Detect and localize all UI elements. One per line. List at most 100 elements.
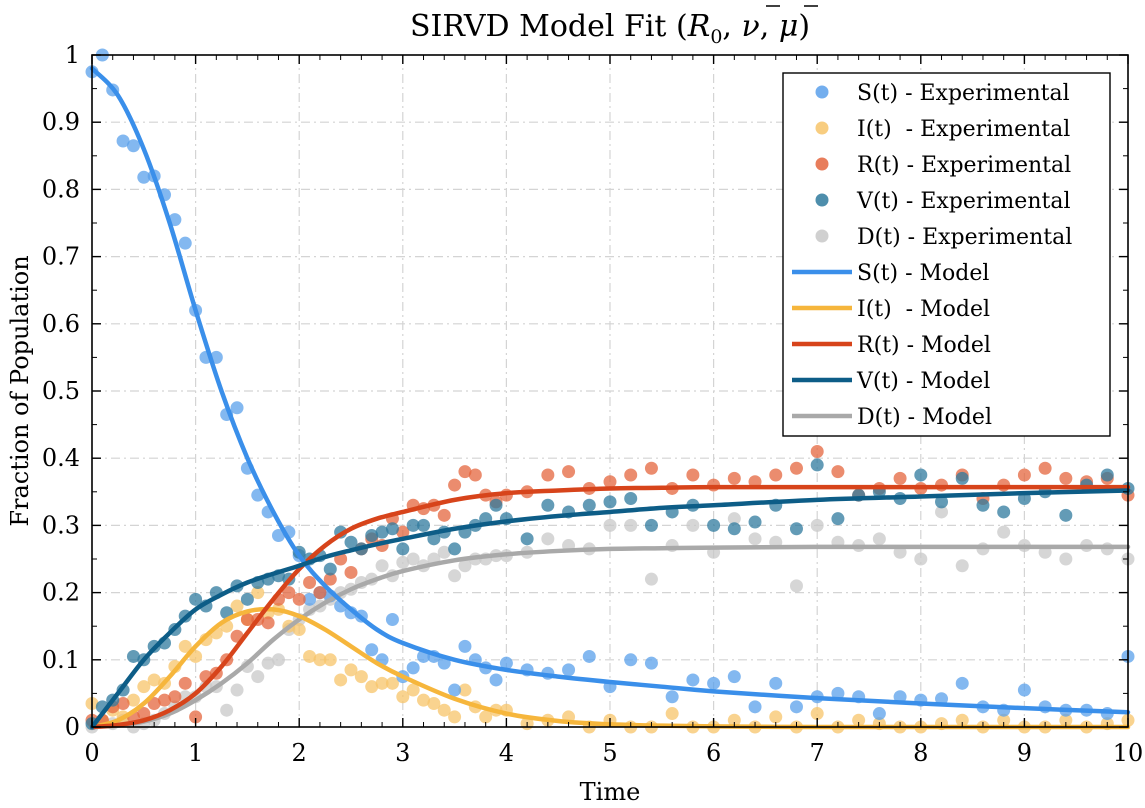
- scatter-point: [354, 670, 368, 684]
- scatter-point: [427, 696, 441, 710]
- scatter-point: [499, 656, 513, 670]
- scatter-point: [562, 465, 576, 479]
- x-tick-label: 10: [1113, 739, 1144, 767]
- scatter-point: [976, 498, 990, 512]
- scatter-point: [427, 532, 441, 546]
- y-tick-label: 0.6: [42, 310, 80, 338]
- scatter-point: [168, 690, 182, 704]
- legend-label: I(t) - Experimental: [857, 117, 1070, 142]
- scatter-point: [313, 586, 327, 600]
- scatter-i-t-experimental: [85, 586, 1135, 734]
- scatter-point: [230, 401, 244, 415]
- x-tick-label: 3: [395, 739, 410, 767]
- scatter-point: [935, 505, 949, 519]
- scatter-point: [458, 683, 472, 697]
- scatter-point: [220, 703, 234, 717]
- scatter-point: [396, 690, 410, 704]
- scatter-point: [603, 475, 617, 489]
- legend-item-i-t-model: I(t) - Model: [792, 297, 990, 322]
- x-tick-label: 1: [188, 739, 203, 767]
- scatter-point: [334, 673, 348, 687]
- x-tick-label: 6: [706, 739, 721, 767]
- scatter-point: [748, 700, 762, 714]
- axis-ticks: 0 1 2 3 4 5 6 7 8 9 10 0 0.1 0.2 0.3 0.4 0.5 0.6 0.7 0.8 0.9…: [42, 41, 1143, 767]
- scatter-point: [437, 545, 451, 559]
- scatter-point: [313, 653, 327, 667]
- scatter-point: [1059, 552, 1073, 566]
- scatter-point: [126, 139, 140, 153]
- scatter-point: [292, 592, 306, 606]
- legend-item-v-t-experimental: V(t) - Experimental: [815, 189, 1070, 214]
- legend-label: V(t) - Model: [856, 369, 990, 394]
- scatter-point: [437, 508, 451, 522]
- scatter-point: [396, 542, 410, 556]
- scatter-point: [582, 498, 596, 512]
- scatter-point: [955, 559, 969, 573]
- scatter-point: [448, 710, 462, 724]
- scatter-point: [644, 656, 658, 670]
- scatter-point: [789, 522, 803, 536]
- legend-label: D(t) - Experimental: [857, 225, 1072, 250]
- scatter-point: [727, 512, 741, 526]
- scatter-point: [644, 572, 658, 586]
- scatter-point: [406, 518, 420, 532]
- scatter-point: [686, 468, 700, 482]
- scatter-point: [417, 518, 431, 532]
- scatter-point: [831, 465, 845, 479]
- y-tick-label: 0.5: [42, 377, 80, 405]
- legend-label: I(t) - Model: [857, 297, 990, 322]
- legend-item-r-t-model: R(t) - Model: [792, 333, 991, 358]
- scatter-point: [935, 495, 949, 509]
- y-tick-label: 0.1: [42, 646, 80, 674]
- scatter-point: [1059, 508, 1073, 522]
- scatter-point: [230, 683, 244, 697]
- scatter-point: [707, 518, 721, 532]
- scatter-point: [126, 649, 140, 663]
- y-tick-label: 0.9: [42, 108, 80, 136]
- scatter-point: [997, 505, 1011, 519]
- line-s-t-model: [89, 66, 1131, 715]
- scatter-point: [385, 612, 399, 626]
- scatter-point: [644, 518, 658, 532]
- scatter-point: [789, 700, 803, 714]
- scatter-point: [769, 468, 783, 482]
- scatter-point: [748, 532, 762, 546]
- scatter-point: [624, 468, 638, 482]
- legend-marker: [815, 229, 829, 243]
- scatter-point: [458, 559, 472, 573]
- scatter-point: [261, 616, 275, 630]
- scatter-point: [344, 565, 358, 579]
- legend-item-r-t-experimental: R(t) - Experimental: [815, 153, 1071, 178]
- scatter-point: [282, 586, 296, 600]
- scatter-point: [261, 656, 275, 670]
- legend-label: S(t) - Experimental: [857, 81, 1070, 106]
- x-axis-label: Time: [580, 778, 641, 806]
- scatter-point: [158, 693, 172, 707]
- scatter-point: [852, 713, 866, 727]
- scatter-point: [644, 461, 658, 475]
- x-tick-label: 2: [292, 739, 307, 767]
- scatter-point: [872, 707, 886, 721]
- scatter-point: [178, 639, 192, 653]
- scatter-point: [624, 518, 638, 532]
- scatter-point: [479, 710, 493, 724]
- scatter-point: [727, 713, 741, 727]
- scatter-point: [178, 676, 192, 690]
- legend-box: [782, 72, 1111, 437]
- scatter-point: [178, 236, 192, 250]
- legend-item-s-t-model: S(t) - Model: [792, 261, 989, 286]
- scatter-point: [955, 676, 969, 690]
- scatter-point: [955, 713, 969, 727]
- scatter-point: [137, 170, 151, 184]
- scatter-point: [1038, 461, 1052, 475]
- scatter-point: [541, 468, 555, 482]
- scatter-point: [603, 518, 617, 532]
- scatter-point: [789, 579, 803, 593]
- line-d-t-model: [89, 544, 1131, 730]
- scatter-point: [458, 639, 472, 653]
- scatter-point: [323, 562, 337, 576]
- scatter-point: [303, 592, 317, 606]
- scatter-point: [323, 653, 337, 667]
- x-tick-label: 9: [1017, 739, 1032, 767]
- scatter-point: [624, 653, 638, 667]
